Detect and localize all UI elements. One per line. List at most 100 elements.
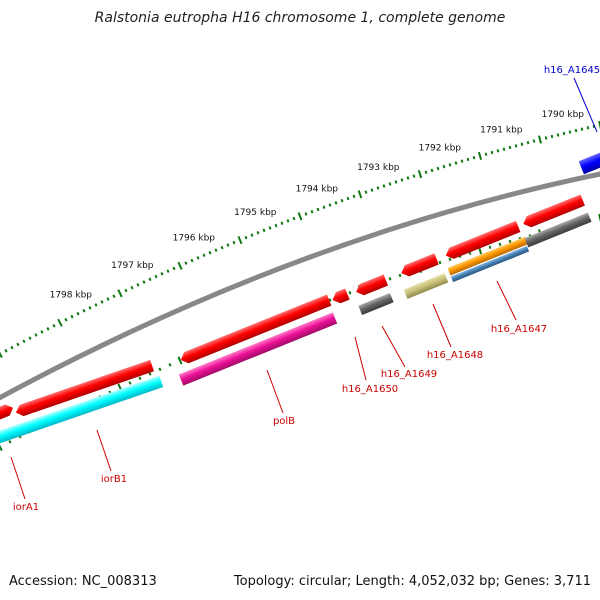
leader-polB	[266, 369, 284, 414]
gene-feature-h16_A1646-forward[interactable]	[521, 194, 585, 229]
minor-tick	[574, 128, 578, 133]
gene-label-h16_A1645[interactable]: h16_A1645	[544, 65, 600, 76]
minor-tick	[502, 147, 506, 151]
minor-tick	[166, 269, 170, 273]
gene-feature-iorA1-adjacent[interactable]	[14, 359, 155, 418]
minor-tick	[274, 223, 278, 228]
minor-tick	[316, 207, 320, 212]
minor-tick	[526, 140, 530, 145]
gene-label-iorB1[interactable]: iorB1	[101, 474, 127, 485]
minor-tick	[136, 283, 140, 287]
inner-minor-tick	[398, 273, 402, 278]
minor-tick	[268, 226, 272, 230]
gene-label-leaders	[10, 77, 598, 500]
leader-h16_A1648	[432, 303, 452, 348]
inner-minor-tick	[388, 277, 392, 281]
minor-tick	[250, 233, 254, 237]
minor-tick	[76, 311, 80, 316]
minor-tick	[148, 277, 152, 282]
minor-tick	[454, 161, 458, 165]
leader-iorA1	[10, 456, 26, 500]
minor-tick	[34, 333, 38, 337]
gene-feature-polB-region[interactable]	[179, 294, 332, 365]
minor-tick	[22, 339, 26, 344]
minor-tick	[406, 176, 410, 180]
gene-feature-h16_A1649-forward[interactable]	[354, 274, 389, 297]
minor-tick	[40, 330, 44, 334]
gene-feature-iorA1[interactable]	[0, 402, 15, 423]
major-tick	[117, 289, 123, 298]
minor-tick	[508, 145, 512, 150]
minor-tick	[496, 149, 500, 153]
minor-tick	[226, 243, 230, 247]
gene-feature-h16_A1645[interactable]	[578, 146, 600, 175]
minor-tick	[388, 182, 392, 186]
minor-tick	[130, 285, 134, 290]
major-tick	[417, 170, 423, 179]
minor-tick	[94, 303, 98, 307]
gene-feature-h16_A1650[interactable]	[330, 288, 350, 305]
gene-label-h16_A1648[interactable]: h16_A1648	[427, 350, 483, 361]
inner-major-tick	[598, 213, 600, 223]
minor-tick	[16, 342, 20, 347]
major-tick	[538, 135, 542, 144]
map-title: Ralstonia eutropha H16 chromosome 1, com…	[94, 10, 506, 26]
minor-tick	[394, 180, 398, 184]
minor-tick	[262, 228, 266, 233]
minor-tick	[472, 155, 476, 160]
minor-tick	[532, 139, 536, 143]
leader-iorB1	[96, 429, 112, 472]
gene-feature-iorB1[interactable]	[0, 375, 164, 445]
minor-tick	[82, 308, 86, 313]
gene-feature-h16_A1647-steelblue[interactable]	[450, 245, 530, 283]
minor-tick	[562, 131, 566, 136]
gene-feature-polB[interactable]	[178, 312, 338, 386]
minor-tick	[550, 134, 554, 139]
kbp-label-1793: 1793 kbp	[357, 163, 400, 173]
gene-feature-h16_A1648[interactable]	[403, 273, 449, 299]
minor-tick	[364, 190, 368, 194]
minor-tick	[160, 272, 164, 276]
minor-tick	[220, 245, 224, 250]
minor-tick	[382, 184, 386, 188]
minor-tick	[232, 240, 236, 245]
gene-label-h16_A1647[interactable]: h16_A1647	[491, 324, 547, 335]
inner-minor-tick	[328, 298, 332, 302]
minor-tick	[328, 203, 332, 207]
gene-label-polB[interactable]: polB	[273, 416, 295, 427]
minor-tick	[286, 219, 290, 223]
minor-tick	[280, 221, 284, 225]
gene-feature-h16_A1647-orange[interactable]	[447, 236, 529, 276]
reverse-strand-features	[0, 146, 600, 445]
minor-tick	[172, 266, 176, 271]
gene-feature-h16_A1647-forward[interactable]	[444, 220, 521, 261]
kbp-label-1798: 1798 kbp	[50, 290, 93, 300]
minor-tick	[568, 130, 572, 134]
chromosome-backbone	[0, 171, 600, 401]
minor-tick	[442, 164, 446, 169]
inner-minor-tick	[128, 381, 132, 385]
minor-tick	[112, 294, 116, 298]
minor-tick	[142, 280, 146, 284]
forward-strand-features	[0, 194, 585, 423]
kbp-label-1794: 1794 kbp	[296, 184, 339, 194]
minor-tick	[460, 159, 464, 163]
gene-label-iorA1[interactable]: iorA1	[13, 502, 39, 513]
gene-label-h16_A1650[interactable]: h16_A1650	[342, 384, 398, 395]
minor-tick	[586, 126, 590, 130]
kbp-label-1795: 1795 kbp	[234, 208, 277, 218]
gene-label-h16_A1649[interactable]: h16_A1649	[381, 369, 437, 380]
kbp-label-group: 1790 kbp 1791 kbp 1792 kbp 1793 kbp 1794 kbp…	[50, 110, 585, 300]
minor-tick	[448, 163, 452, 167]
minor-tick	[484, 152, 488, 156]
inner-minor-tick	[138, 376, 142, 381]
major-tick	[297, 212, 303, 221]
inner-minor-tick	[508, 239, 512, 244]
gene-feature-h16_A1646-gray[interactable]	[524, 212, 592, 248]
gene-feature-h16_A1648-forward[interactable]	[399, 253, 439, 278]
gene-label-group: iorA1 iorB1 polB h16_A1650 h16_A1649 h16…	[13, 65, 600, 513]
gene-feature-h16_A1649[interactable]	[358, 292, 394, 316]
minor-tick	[202, 253, 206, 258]
major-tick	[57, 318, 63, 327]
leader-h16_A1645	[573, 77, 598, 133]
